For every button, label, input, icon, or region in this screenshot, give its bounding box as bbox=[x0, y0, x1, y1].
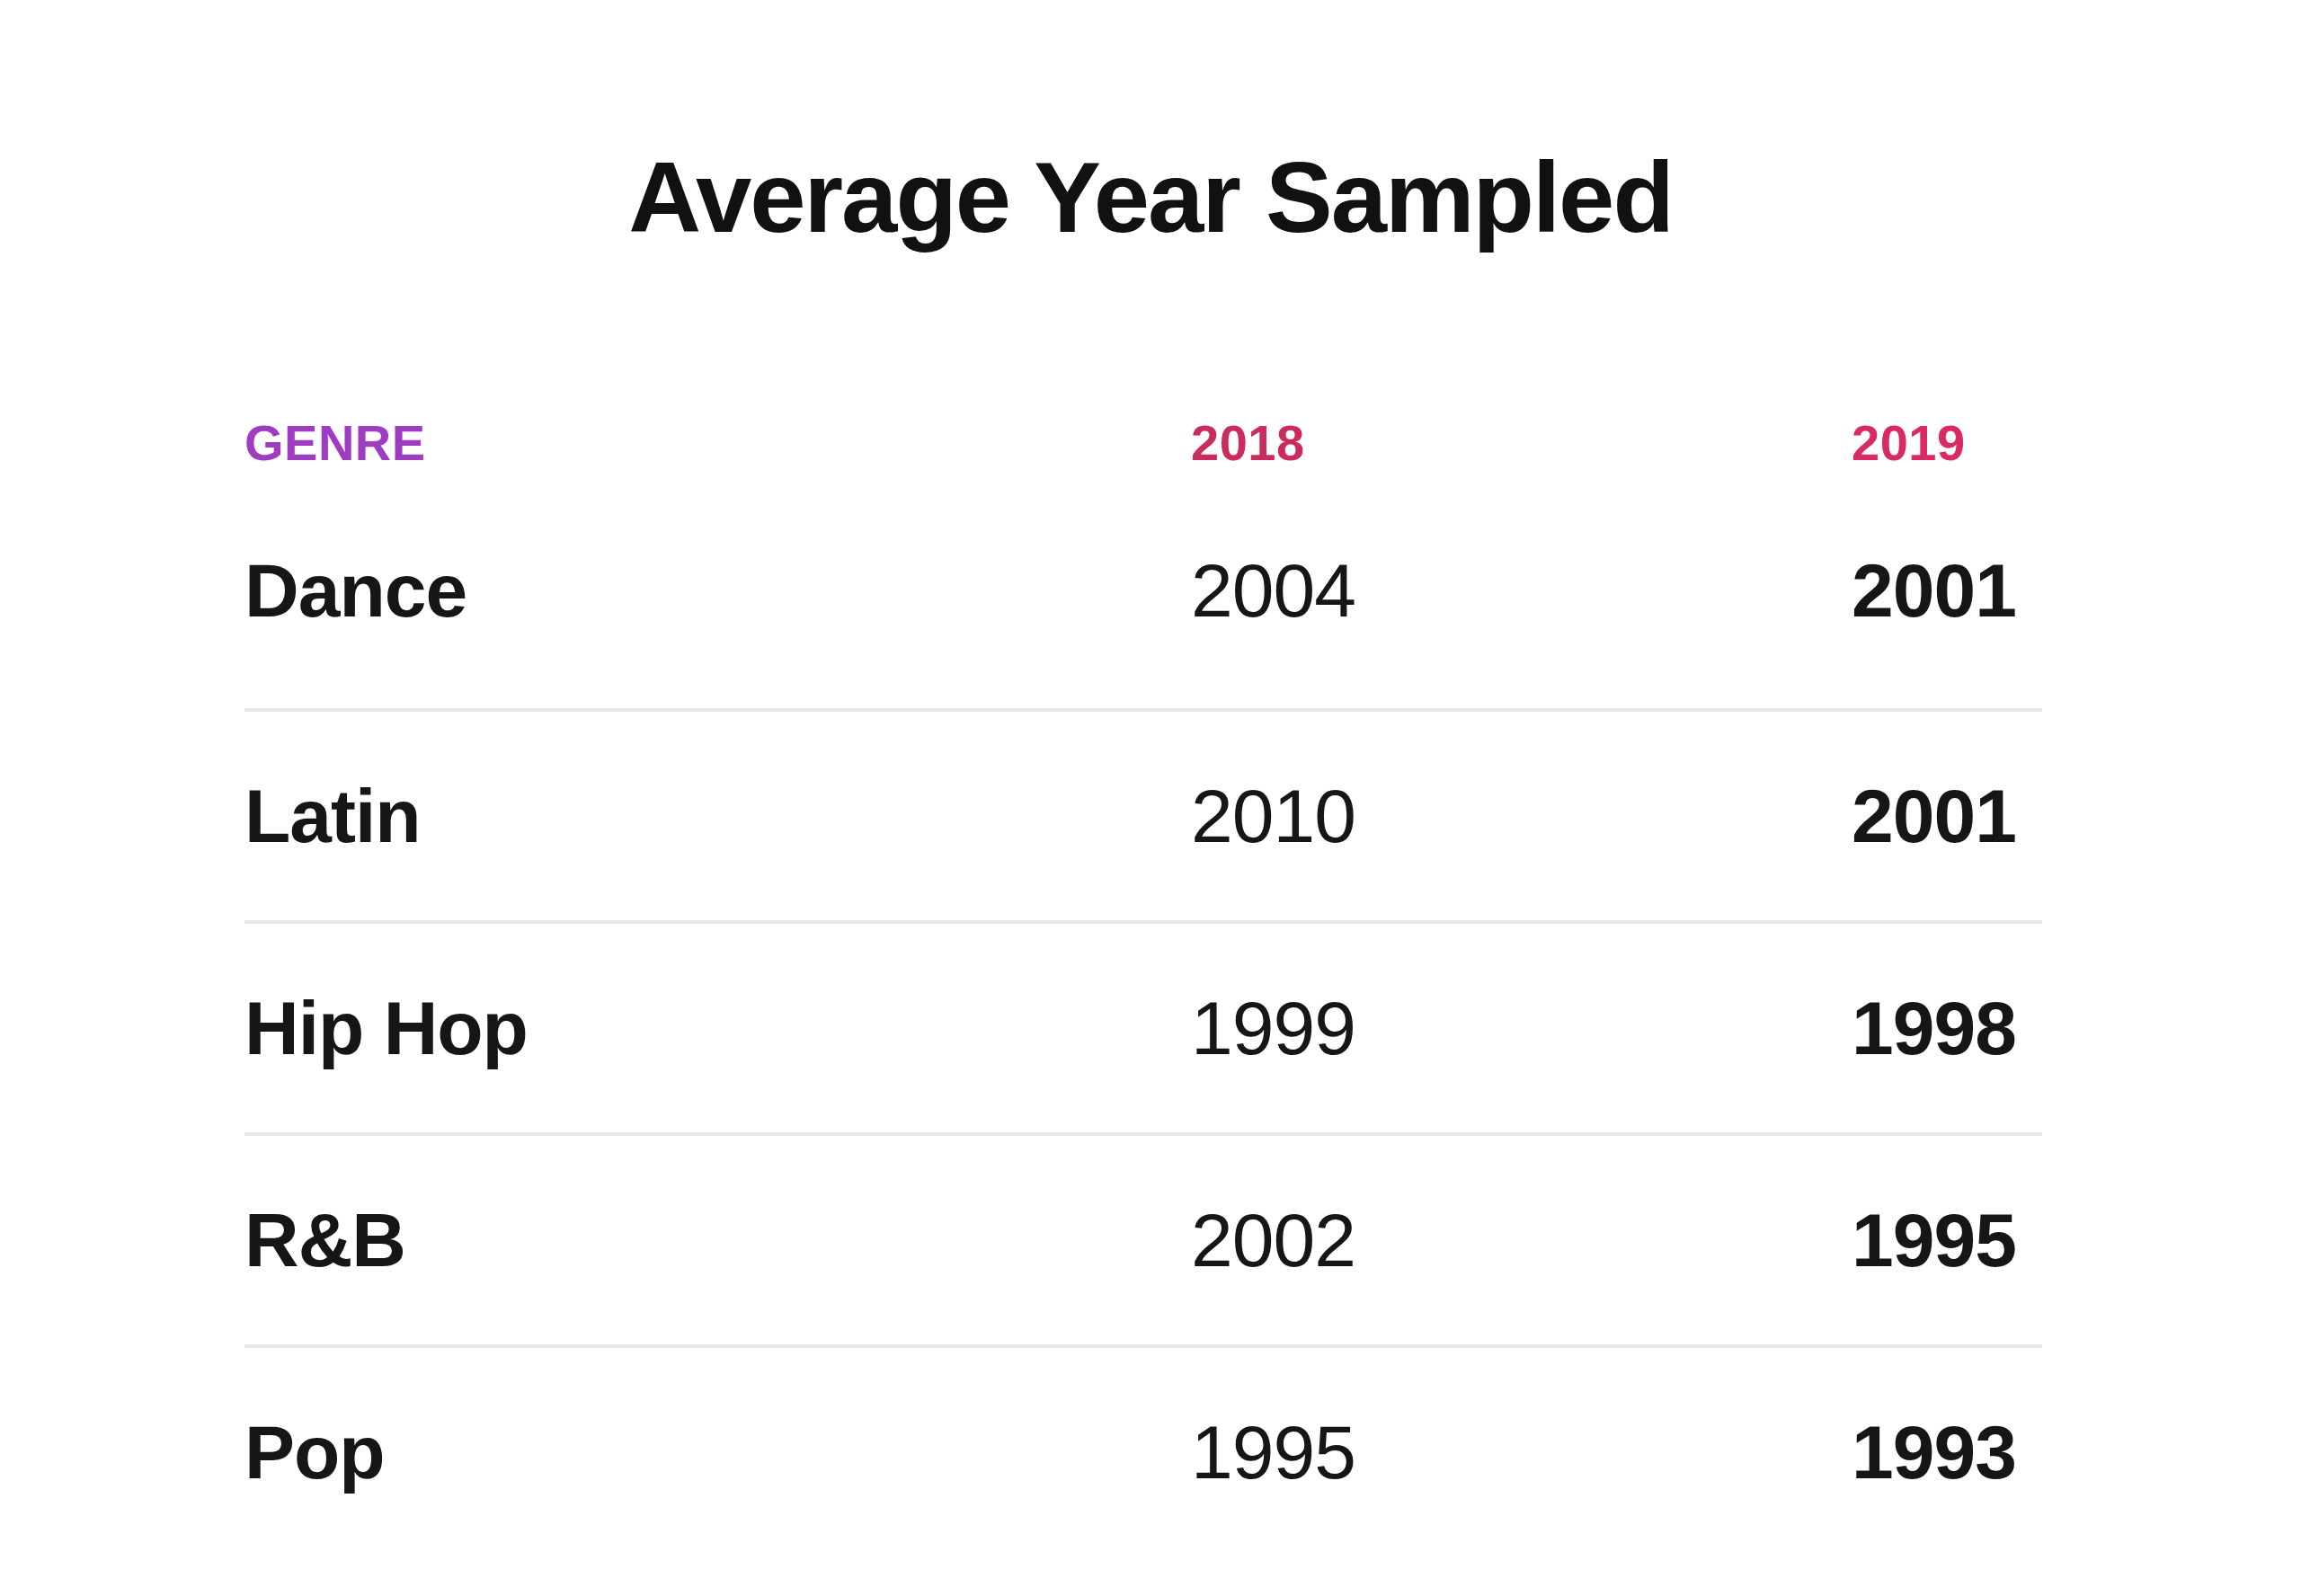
year-2019-cell: 2001 bbox=[1852, 775, 2042, 857]
average-year-table: GENRE 2018 2019 Dance 2004 2001 Latin 20… bbox=[244, 412, 2042, 1556]
year-2019-cell: 1995 bbox=[1852, 1199, 2042, 1281]
table-row: R&B 2002 1995 bbox=[244, 1136, 2042, 1348]
column-header-2019: 2019 bbox=[1852, 412, 2042, 473]
genre-cell: Hip Hop bbox=[244, 987, 1191, 1069]
year-2019-cell: 1993 bbox=[1852, 1411, 2042, 1494]
year-2018-cell: 2004 bbox=[1191, 549, 1852, 632]
genre-cell: Dance bbox=[244, 549, 1191, 632]
year-2019-cell: 2001 bbox=[1852, 549, 2042, 632]
genre-cell: Latin bbox=[244, 775, 1191, 857]
page-title: Average Year Sampled bbox=[0, 67, 2301, 258]
table-row: Hip Hop 1999 1998 bbox=[244, 924, 2042, 1136]
table-header-row: GENRE 2018 2019 bbox=[244, 412, 2042, 473]
year-2018-cell: 2010 bbox=[1191, 775, 1852, 857]
genre-cell: Pop bbox=[244, 1411, 1191, 1494]
genre-cell: R&B bbox=[244, 1199, 1191, 1281]
column-header-2018: 2018 bbox=[1191, 412, 1852, 473]
table-row: Latin 2010 2001 bbox=[244, 712, 2042, 924]
year-2018-cell: 1995 bbox=[1191, 1411, 1852, 1494]
year-2019-cell: 1998 bbox=[1852, 987, 2042, 1069]
column-header-genre: GENRE bbox=[244, 412, 1191, 473]
table-row: Pop 1995 1993 bbox=[244, 1348, 2042, 1556]
year-2018-cell: 1999 bbox=[1191, 987, 1852, 1069]
table-body: Dance 2004 2001 Latin 2010 2001 Hip Hop … bbox=[244, 473, 2042, 1556]
table-row: Dance 2004 2001 bbox=[244, 473, 2042, 712]
year-2018-cell: 2002 bbox=[1191, 1199, 1852, 1281]
